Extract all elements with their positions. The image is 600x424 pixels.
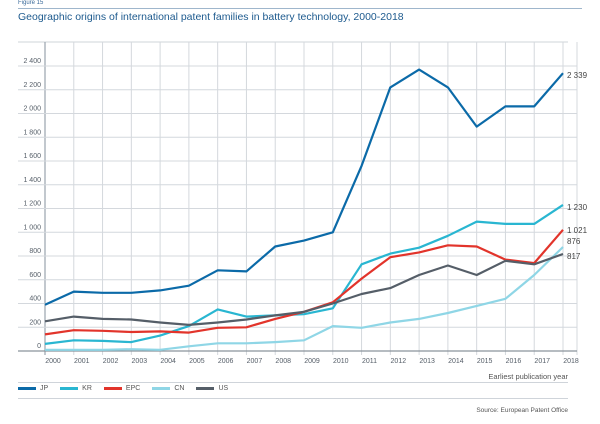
legend-label: JP — [40, 385, 49, 392]
legend-item-kr: KR — [60, 385, 92, 392]
series-line-us — [44, 252, 564, 326]
legend-swatch — [196, 387, 215, 390]
x-tick-label: 2000 — [45, 358, 61, 365]
end-label-us: 817 — [567, 252, 581, 261]
x-tick-label: 2001 — [74, 358, 90, 365]
y-tick-label: 1 000 — [23, 224, 41, 231]
y-tick-label: 2 000 — [23, 106, 41, 113]
line-chart: 0 200 400 600 800 1 000 1 200 1 400 1 600 1 800 2 … — [18, 41, 588, 365]
legend: JP KR EPC CN US — [18, 385, 228, 392]
legend-item-cn: CN — [152, 385, 184, 392]
y-tick-label: 2 400 — [23, 58, 41, 65]
legend-swatch — [18, 387, 36, 390]
y-tick-label: 600 — [29, 272, 41, 279]
legend-swatch — [103, 387, 122, 390]
x-tick-label: 2011 — [362, 358, 377, 365]
x-tick-label: 2017 — [534, 358, 550, 365]
series-line-cn — [45, 246, 564, 351]
end-label-jp: 2 339 — [567, 71, 588, 80]
legend-swatch — [152, 387, 171, 390]
y-tick-label: 1 400 — [23, 177, 41, 184]
legend-swatch — [60, 387, 79, 390]
x-tick-label: 2002 — [103, 358, 119, 365]
legend-label: CN — [174, 385, 185, 392]
legend-label: KR — [82, 385, 92, 392]
x-tick-label: 2008 — [275, 358, 291, 365]
y-tick-label: 1 200 — [23, 201, 41, 208]
x-tick-label: 2014 — [448, 358, 464, 365]
y-tick-label: 200 — [29, 319, 41, 326]
figure-label: Figure 15 — [18, 0, 44, 6]
y-tick-label: 400 — [29, 296, 41, 303]
series-line-kr — [44, 203, 564, 345]
title-rule — [18, 8, 582, 9]
x-tick-label: 2003 — [132, 358, 148, 365]
legend-item-epc: EPC — [103, 385, 141, 392]
end-label-kr: 1 230 — [567, 203, 588, 212]
y-tick-label: 1 600 — [23, 153, 41, 160]
x-tick-label: 2012 — [391, 358, 407, 365]
legend-item-us: US — [196, 385, 228, 392]
x-tick-label: 2010 — [333, 358, 349, 365]
y-tick-label: 2 200 — [23, 82, 41, 89]
x-tick-label: 2015 — [477, 358, 493, 365]
y-tick-label: 0 — [37, 343, 41, 350]
x-tick-label: 2013 — [419, 358, 435, 365]
x-tick-label: 2006 — [218, 358, 234, 365]
x-tick-label: 2016 — [506, 358, 522, 365]
end-label-epc: 1 021 — [567, 226, 588, 235]
legend-item-jp: JP — [18, 385, 48, 392]
y-tick-label: 1 800 — [23, 129, 41, 136]
legend-bottom-rule — [18, 398, 568, 399]
x-tick-label: 2005 — [189, 358, 205, 365]
x-tick-label: 2007 — [247, 358, 263, 365]
end-label-cn: 876 — [567, 237, 581, 246]
legend-label: EPC — [125, 385, 141, 392]
legend-top-rule — [18, 382, 568, 383]
legend-label: US — [218, 385, 229, 392]
x-tick-label: 2009 — [304, 358, 320, 365]
chart-title: Geographic origins of international pate… — [18, 11, 404, 23]
x-tick-label: 2018 — [563, 358, 579, 365]
series-line-jp — [44, 68, 564, 306]
y-tick-label: 800 — [29, 248, 41, 255]
x-tick-label: 2004 — [160, 358, 176, 365]
x-axis-label: Earliest publication year — [488, 372, 568, 381]
source-note: Source: European Patent Office — [476, 407, 568, 414]
